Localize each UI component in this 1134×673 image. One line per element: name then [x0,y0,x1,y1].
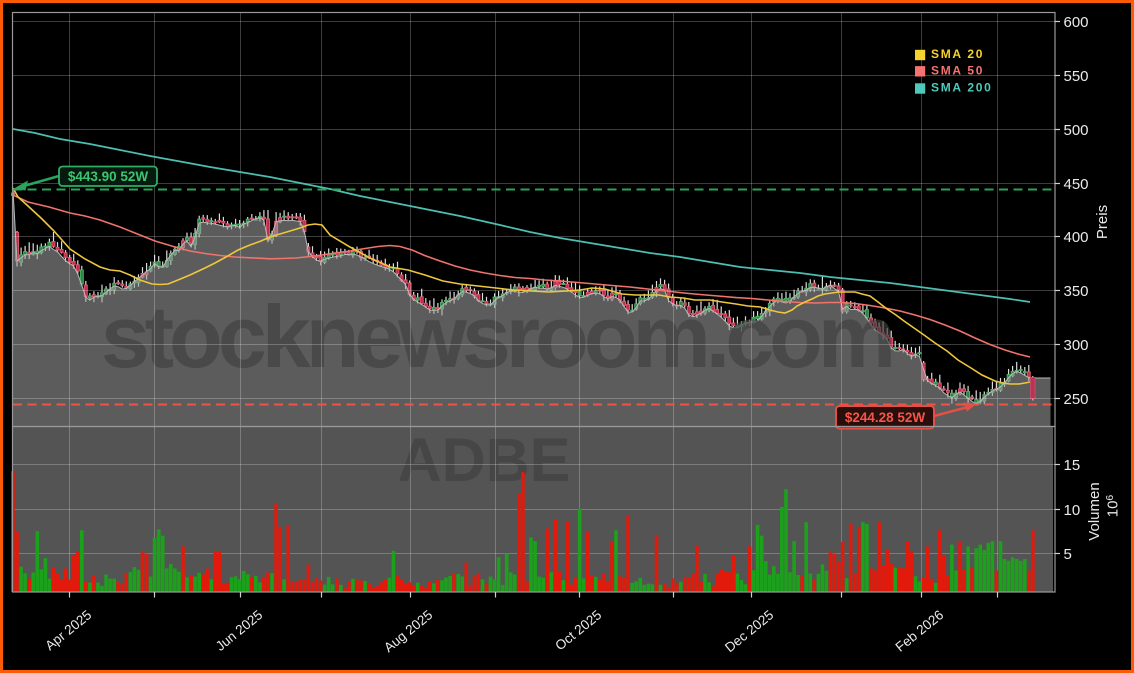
svg-text:SMA 200: SMA 200 [931,81,992,95]
svg-text:350: 350 [1064,283,1089,300]
svg-text:15: 15 [1064,457,1081,474]
svg-text:stocknewsroom.com: stocknewsroom.com [101,287,891,386]
svg-text:250: 250 [1064,391,1089,408]
svg-text:500: 500 [1064,122,1089,139]
svg-text:300: 300 [1064,337,1089,354]
svg-text:5: 5 [1064,546,1072,563]
svg-text:Volumen: Volumen [1086,482,1103,540]
svg-text:10: 10 [1064,502,1081,519]
svg-text:SMA 50: SMA 50 [931,63,984,77]
svg-text:550: 550 [1064,68,1089,85]
svg-text:$244.28 52W: $244.28 52W [845,410,926,425]
svg-text:450: 450 [1064,176,1089,193]
svg-text:ADBE: ADBE [398,426,571,494]
svg-text:Preis: Preis [1094,205,1111,239]
svg-text:SMA 20: SMA 20 [931,47,984,61]
svg-text:$443.90 52W: $443.90 52W [68,169,149,184]
svg-text:400: 400 [1064,229,1089,246]
svg-text:600: 600 [1064,14,1089,31]
